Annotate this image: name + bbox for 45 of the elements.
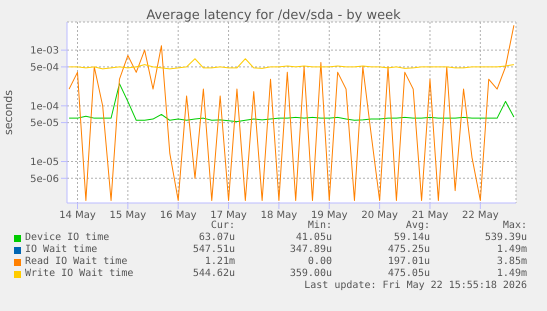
y-tick-label: 1e-05 xyxy=(30,157,59,168)
text: 539.39u xyxy=(484,232,527,243)
text: 1.49m xyxy=(496,268,527,279)
line-series xyxy=(68,24,514,201)
y-tick-label: 1e-03 xyxy=(30,46,59,57)
x-tick-label: 20 May xyxy=(361,210,398,222)
text: 475.05u xyxy=(388,268,430,279)
text: 63.07u xyxy=(198,232,235,243)
legend-label: IO Wait time xyxy=(25,244,98,255)
text: Min: xyxy=(308,220,332,231)
text: 475.25u xyxy=(388,244,430,255)
x-tick-label: 21 May xyxy=(412,210,448,222)
text: 197.01u xyxy=(388,256,430,267)
text: 41.05u xyxy=(296,232,332,243)
x-tick-label: 14 May xyxy=(59,210,96,222)
y-tick-label: 5e-06 xyxy=(30,174,59,185)
text: Last update: Fri May 22 15:55:18 2026 xyxy=(304,280,527,291)
text: 0.00 xyxy=(308,256,332,267)
text: 1.21m xyxy=(204,256,235,267)
text: 359.00u xyxy=(290,268,332,279)
x-tick-label: 16 May xyxy=(160,210,197,222)
y-tick-label: 1e-04 xyxy=(30,101,59,112)
text: 59.14u xyxy=(394,232,430,243)
legend-label: Read IO Wait time xyxy=(25,256,128,267)
text: 544.62u xyxy=(192,268,235,279)
y-axis-title: seconds xyxy=(2,90,15,135)
x-tick-label: 15 May xyxy=(110,210,146,222)
chart-title: Average latency for /dev/sda - by week xyxy=(145,8,402,23)
text: 347.89u xyxy=(290,244,332,255)
text: 3.85m xyxy=(496,256,527,267)
text: 547.51u xyxy=(192,244,235,255)
y-tick-label: 5e-05 xyxy=(30,118,59,130)
legend-label: Write IO Wait time xyxy=(25,268,134,279)
text: Cur: xyxy=(210,220,235,231)
x-tick-label: 18 May xyxy=(260,210,298,222)
legend-label: Device IO time xyxy=(25,232,110,243)
line-series xyxy=(68,58,514,70)
text: 1.49m xyxy=(496,244,527,255)
x-tick-label: 22 May xyxy=(462,210,499,222)
text: Max: xyxy=(502,220,527,231)
x-tick-label: 19 May xyxy=(310,210,348,222)
text: Avg: xyxy=(406,220,430,231)
x-tick-label: 17 May xyxy=(210,210,247,222)
line-series xyxy=(68,83,514,122)
y-tick-label: 5e-04 xyxy=(30,62,59,74)
